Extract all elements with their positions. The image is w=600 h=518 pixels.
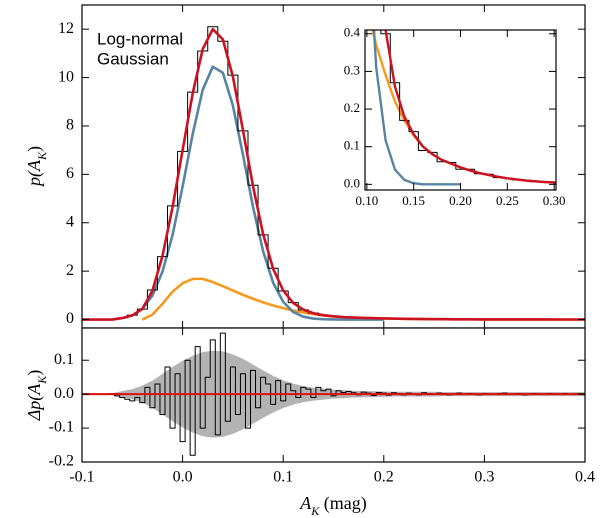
y-tick-label: 0.0	[54, 385, 74, 402]
curve	[372, 30, 461, 186]
y-tick-label: 0.2	[344, 100, 360, 115]
curve	[384, 30, 556, 184]
label-part: (mag)	[319, 493, 366, 514]
x-tick-label: 0.1	[273, 469, 293, 486]
y-tick-label: 0.4	[344, 25, 361, 40]
histogram	[380, 30, 556, 183]
axis-label: AK (mag)	[299, 493, 367, 518]
y-tick-label: 10	[58, 68, 74, 85]
y-tick-label: 0.0	[344, 175, 360, 190]
label-part: )	[24, 146, 45, 152]
plot-area	[82, 332, 585, 456]
curve	[121, 65, 384, 321]
axis-label: Δp(AK)	[24, 370, 49, 422]
panel-background	[365, 30, 556, 190]
y-tick-label: 2	[66, 262, 74, 279]
y-tick-label: 8	[66, 117, 74, 134]
x-tick-label: -0.1	[69, 469, 94, 486]
label-part: p(A	[24, 159, 45, 188]
x-tick-label: 0.30	[543, 193, 566, 208]
x-tick-label: 0.20	[449, 193, 472, 208]
curve	[82, 27, 585, 321]
label-part: )	[24, 370, 45, 376]
x-tick-label: 0.25	[496, 193, 519, 208]
histogram	[82, 332, 585, 456]
y-tick-label: -0.1	[49, 419, 74, 436]
x-tick-label: 0.0	[173, 469, 193, 486]
y-tick-label: 0.1	[344, 138, 360, 153]
y-tick-label: 6	[66, 165, 74, 182]
label-part: Δp(A	[24, 383, 45, 422]
x-tick-label: 0.4	[575, 469, 595, 486]
label-part: K	[310, 504, 320, 518]
y-tick-label: 12	[58, 20, 74, 37]
inset-panel: 0.10 0.15 0.20 0.25 0.30 0.0 0.1 0.2 0.3 0.4	[344, 25, 566, 208]
x-tick-label: 0.10	[355, 193, 378, 208]
label-part: K	[35, 375, 49, 385]
y-tick-label: -0.2	[49, 453, 74, 470]
plot-area	[82, 26, 585, 321]
panel-frame	[364, 29, 557, 191]
x-tick-label: 0.2	[374, 469, 394, 486]
y-tick-label: 4	[66, 213, 74, 230]
x-tick-label: 0.15	[402, 193, 425, 208]
residual-panel: -0.1 0.0 0.1 0.2 0.3 0.4-0.2-0.10.00.1	[49, 327, 595, 486]
x-tick-label: 0.3	[474, 469, 494, 486]
y-tick-label: 0	[66, 310, 74, 327]
axis-label: p(AK)	[24, 146, 49, 188]
legend-entry: Gaussian	[97, 49, 169, 68]
y-tick-label: 0.3	[344, 62, 360, 77]
plot-area	[371, 30, 556, 186]
label-part: A	[299, 493, 312, 513]
panel-frame	[81, 327, 586, 463]
legend-entry: Log-normal	[97, 29, 183, 48]
y-tick-label: 0.1	[54, 351, 74, 368]
label-part: K	[35, 151, 49, 161]
